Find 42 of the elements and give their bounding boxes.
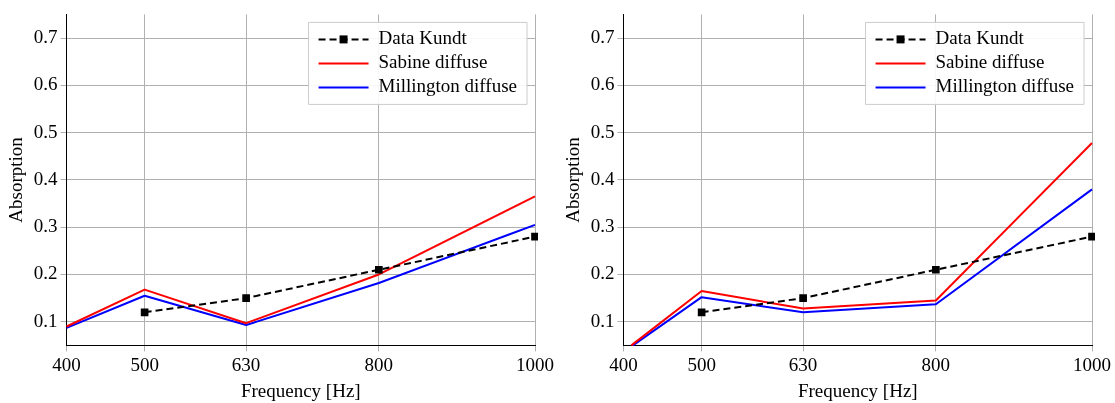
legend-label: Sabine diffuse xyxy=(935,51,1045,73)
y-tick-label: 0.7 xyxy=(33,26,58,48)
point xyxy=(531,232,538,241)
y-tick-label: 0.5 xyxy=(590,120,615,142)
x-axis-title: Frequency [Hz] xyxy=(797,379,918,401)
y-tick-label: 0.4 xyxy=(590,167,616,189)
y-tick-label: 0.3 xyxy=(590,215,615,237)
y-tick-label: 0.3 xyxy=(33,215,58,237)
y-tick-label: 0.6 xyxy=(33,73,58,95)
x-tick-label: 500 xyxy=(687,353,716,375)
point xyxy=(1088,232,1095,241)
y-tick-label: 0.5 xyxy=(33,120,58,142)
x-tick-label: 800 xyxy=(364,353,394,375)
point xyxy=(375,265,383,274)
y-tick-label: 0.4 xyxy=(33,167,59,189)
point xyxy=(799,294,807,302)
y-tick-label: 0.1 xyxy=(33,309,58,331)
legend-label: Data Kundt xyxy=(378,27,468,49)
legend-label: Sabine diffuse xyxy=(378,51,488,73)
legend-label: Millington diffuse xyxy=(378,75,518,97)
x-tick-label: 500 xyxy=(130,353,159,375)
y-tick-label: 0.7 xyxy=(590,26,615,48)
legend-label: Millington diffuse xyxy=(935,75,1075,97)
x-tick-label: 400 xyxy=(52,353,81,375)
y-axis-title: Absorption xyxy=(562,136,584,223)
x-axis-title: Frequency [Hz] xyxy=(240,379,361,401)
x-tick-label: 800 xyxy=(921,353,951,375)
x-tick-label: 630 xyxy=(788,353,818,375)
y-axis-title: Absorption xyxy=(5,136,27,223)
point xyxy=(932,265,940,274)
y-tick-label: 0.2 xyxy=(590,262,615,284)
x-tick-label: 1000 xyxy=(516,353,554,375)
point xyxy=(697,308,706,317)
x-tick-label: 630 xyxy=(231,353,261,375)
point xyxy=(242,294,250,302)
y-tick-label: 0.1 xyxy=(590,309,615,331)
x-tick-label: 1000 xyxy=(1073,353,1111,375)
y-tick-label: 0.6 xyxy=(590,73,615,95)
y-tick-label: 0.2 xyxy=(33,262,58,284)
x-tick-label: 400 xyxy=(609,353,638,375)
point xyxy=(140,308,149,317)
legend-label: Data Kundt xyxy=(935,27,1025,49)
